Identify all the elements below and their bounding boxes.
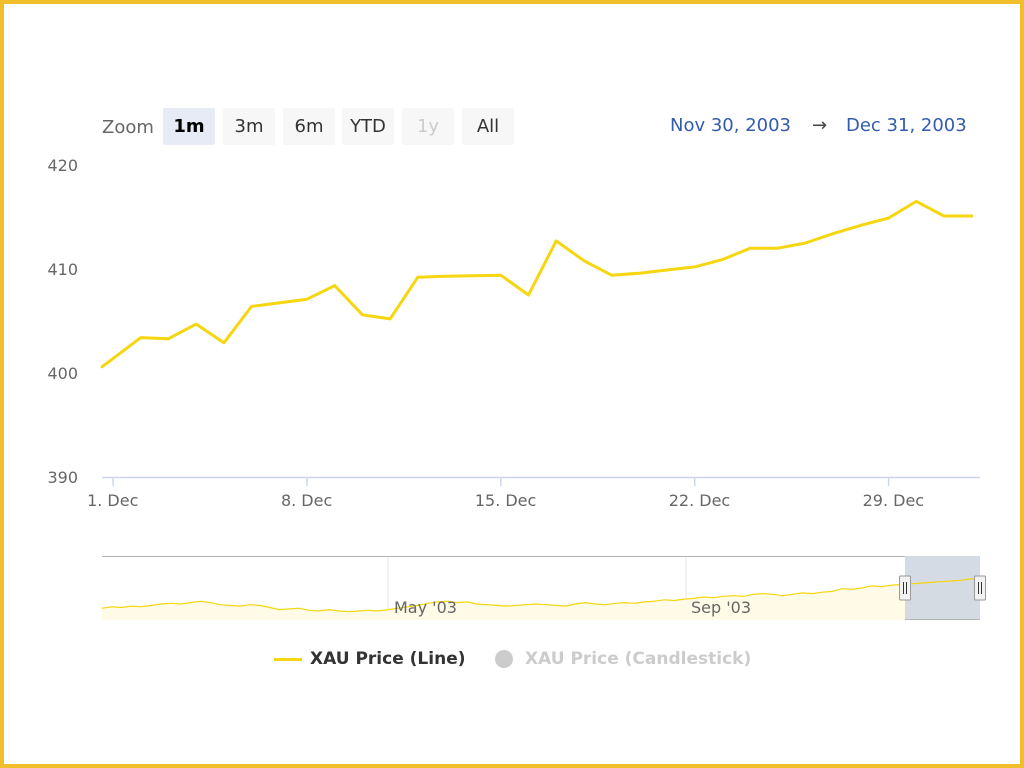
- zoom-all-button[interactable]: All: [462, 108, 514, 145]
- zoom-label: Zoom: [102, 117, 154, 138]
- x-tick-label: 1. Dec: [87, 491, 138, 510]
- legend-dot-icon: [495, 650, 513, 668]
- navigator-area: [102, 578, 980, 620]
- navigator-tick-label: May '03: [394, 598, 457, 617]
- zoom-6m-button[interactable]: 6m: [283, 108, 335, 145]
- x-tick-label: 22. Dec: [669, 491, 731, 510]
- navigator-selected-series: [910, 577, 981, 585]
- navigator-left-handle[interactable]: [899, 575, 911, 601]
- legend-item-candlestick[interactable]: XAU Price (Candlestick): [495, 646, 751, 672]
- zoom-1m-button[interactable]: 1m: [163, 108, 215, 145]
- legend-label-candlestick: XAU Price (Candlestick): [525, 649, 752, 669]
- x-tick-label: 8. Dec: [281, 491, 332, 510]
- zoom-1y-button[interactable]: 1y: [402, 108, 454, 145]
- y-tick-label: 420: [47, 156, 78, 175]
- range-from-input[interactable]: Nov 30, 2003: [670, 115, 792, 136]
- x-tick-label: 15. Dec: [475, 491, 537, 510]
- navigator-tick-label: Sep '03: [691, 598, 751, 617]
- x-tick-label: 29. Dec: [863, 491, 925, 510]
- y-tick-label: 410: [47, 260, 78, 279]
- range-to-input[interactable]: Dec 31, 2003: [846, 115, 967, 136]
- y-tick-label: 390: [47, 468, 78, 487]
- legend-line-icon: [274, 657, 302, 661]
- zoom-ytd-button[interactable]: YTD: [342, 108, 394, 145]
- zoom-3m-button[interactable]: 3m: [223, 108, 275, 145]
- legend-item-line[interactable]: XAU Price (Line): [274, 646, 466, 672]
- legend-label-line: XAU Price (Line): [310, 649, 466, 669]
- navigator-selection[interactable]: [905, 556, 980, 620]
- navigator-right-handle[interactable]: [974, 575, 986, 601]
- series-line[interactable]: [100, 199, 974, 369]
- navigator-series-line: [101, 577, 981, 613]
- range-arrow-icon: →: [812, 115, 828, 136]
- y-tick-label: 400: [47, 364, 78, 383]
